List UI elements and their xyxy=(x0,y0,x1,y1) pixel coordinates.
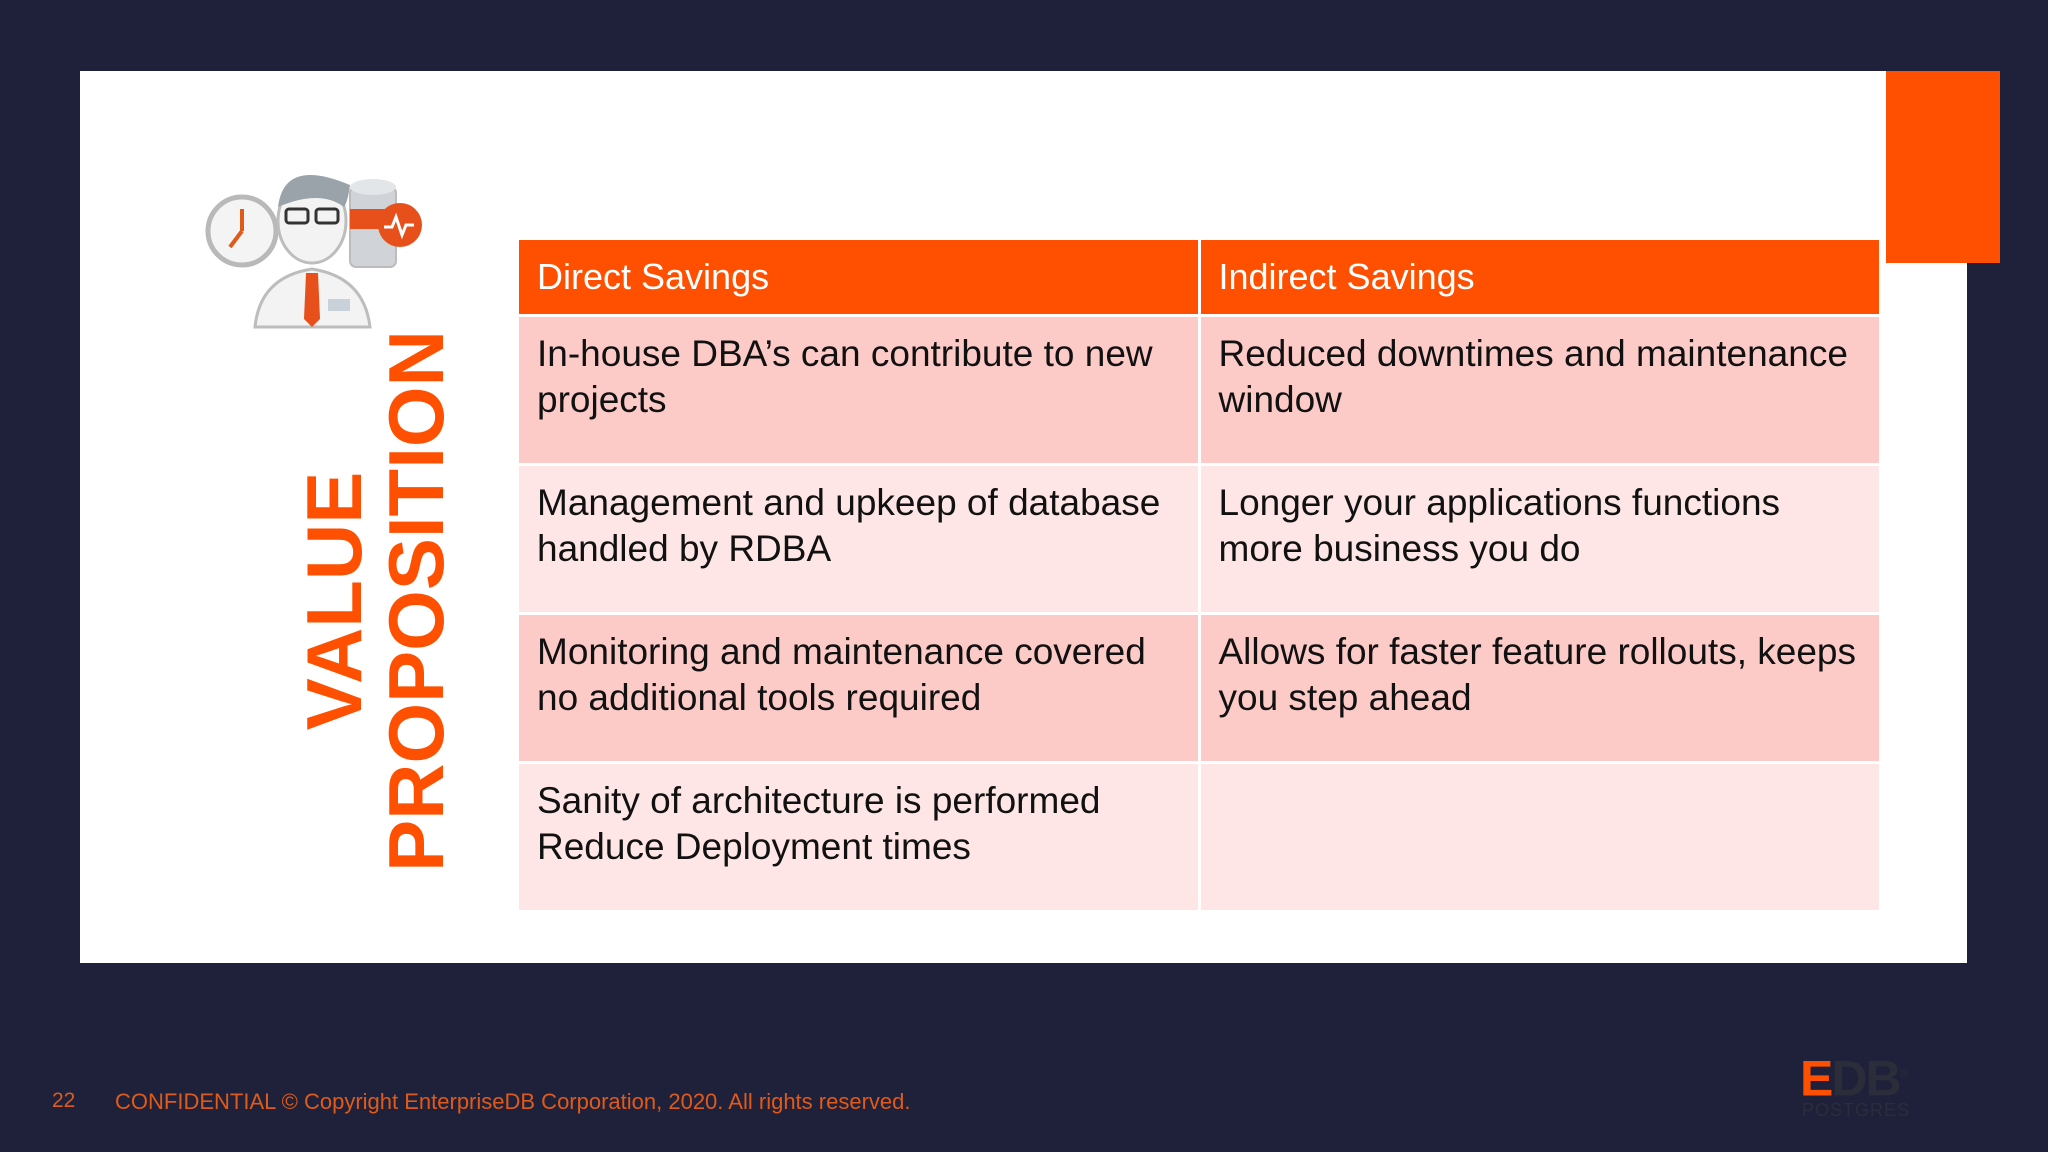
edb-postgres-logo: EDB® POSTGRES xyxy=(1800,1048,1920,1122)
dba-illustration xyxy=(205,174,422,329)
title-text: VALUE PROPOSITION xyxy=(290,330,460,872)
table-row: In-house DBA’s can contribute to new pro… xyxy=(519,317,1879,463)
vertical-title: VALUE PROPOSITION xyxy=(280,281,470,921)
table-header-row: Direct Savings Indirect Savings xyxy=(519,240,1879,314)
table-cell: Sanity of architecture is performed Redu… xyxy=(519,764,1198,910)
logo-wordmark: EDB® xyxy=(1800,1048,1909,1107)
logo-registered-mark: ® xyxy=(1899,1067,1909,1081)
table-cell: In-house DBA’s can contribute to new pro… xyxy=(519,317,1198,463)
table-cell: Management and upkeep of database handle… xyxy=(519,466,1198,612)
logo-db: DB xyxy=(1831,1050,1901,1107)
table-cell: Monitoring and maintenance covered no ad… xyxy=(519,615,1198,761)
table-row: Sanity of architecture is performed Redu… xyxy=(519,764,1879,910)
savings-table: Direct Savings Indirect Savings In-house… xyxy=(516,237,1882,913)
database-monitor-icon xyxy=(349,179,422,268)
logo-tagline: POSTGRES xyxy=(1802,1100,1911,1120)
dba-person-icon xyxy=(253,174,372,329)
table-cell: Reduced downtimes and maintenance window xyxy=(1200,317,1879,463)
page-number: 22 xyxy=(52,1089,76,1112)
table-row: Monitoring and maintenance covered no ad… xyxy=(519,615,1879,761)
logo-e: E xyxy=(1800,1050,1833,1107)
orange-accent-block xyxy=(1886,71,2000,263)
table-cell xyxy=(1200,764,1879,910)
header-indirect-savings: Indirect Savings xyxy=(1200,240,1879,314)
table-row: Management and upkeep of database handle… xyxy=(519,466,1879,612)
slide-canvas: VALUE PROPOSITION Direct Savings Indirec… xyxy=(80,71,2000,963)
title-line-proposition: PROPOSITION xyxy=(372,330,460,872)
header-direct-savings: Direct Savings xyxy=(519,240,1198,314)
table-cell: Allows for faster feature rollouts, keep… xyxy=(1200,615,1879,761)
title-line-value: VALUE xyxy=(290,471,378,731)
clock-icon xyxy=(205,194,279,268)
table-cell: Longer your applications functions more … xyxy=(1200,466,1879,612)
copyright-notice: CONFIDENTIAL © Copyright EnterpriseDB Co… xyxy=(115,1089,911,1114)
